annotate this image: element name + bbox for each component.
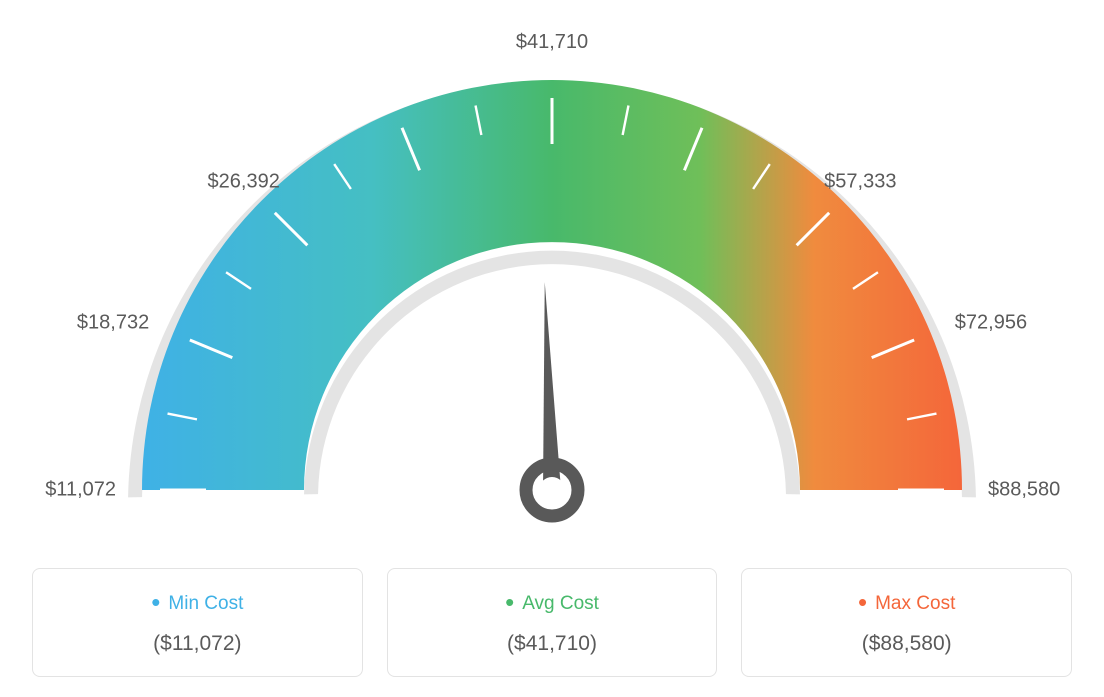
legend-card-max: Max Cost ($88,580) bbox=[741, 568, 1072, 677]
legend-min-title: Min Cost bbox=[43, 587, 352, 618]
legend-max-title: Max Cost bbox=[752, 587, 1061, 618]
scale-label: $18,732 bbox=[77, 312, 149, 335]
scale-label: $57,333 bbox=[824, 170, 896, 193]
gauge-svg bbox=[20, 20, 1084, 550]
legend-card-avg: Avg Cost ($41,710) bbox=[387, 568, 718, 677]
legend-row: Min Cost ($11,072) Avg Cost ($41,710) Ma… bbox=[32, 568, 1072, 677]
scale-label: $88,580 bbox=[988, 479, 1060, 502]
scale-label: $41,710 bbox=[516, 31, 588, 54]
legend-card-min: Min Cost ($11,072) bbox=[32, 568, 363, 677]
scale-label: $26,392 bbox=[208, 170, 280, 193]
legend-avg-title: Avg Cost bbox=[398, 587, 707, 618]
scale-label: $11,072 bbox=[45, 479, 116, 502]
legend-avg-value: ($41,710) bbox=[398, 632, 707, 656]
scale-label: $72,956 bbox=[955, 312, 1027, 335]
legend-min-value: ($11,072) bbox=[43, 632, 352, 656]
legend-max-value: ($88,580) bbox=[752, 632, 1061, 656]
gauge-chart: $11,072 $18,732 $26,392 $41,710 $57,333 $72,9… bbox=[20, 20, 1084, 550]
